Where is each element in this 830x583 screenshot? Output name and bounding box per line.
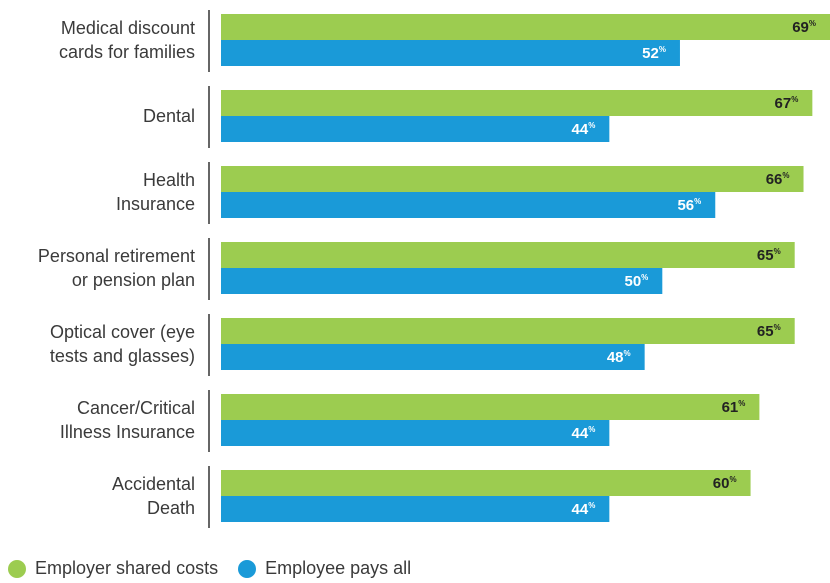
category-label: Personal retirement <box>38 246 195 266</box>
data-label-unit: % <box>774 247 781 256</box>
data-label-unit: % <box>588 425 595 434</box>
legend-item-employer: Employer shared costs <box>8 558 218 579</box>
category-label: Insurance <box>116 194 195 214</box>
category-label: Health <box>143 170 195 190</box>
category-label: Illness Insurance <box>60 422 195 442</box>
category-label: Optical cover (eye <box>50 322 195 342</box>
data-label-unit: % <box>588 121 595 130</box>
bar-employee <box>221 192 716 218</box>
bar-employee <box>221 40 680 66</box>
bar-employee <box>221 420 610 446</box>
data-label-unit: % <box>791 95 798 104</box>
category-label: Dental <box>143 106 195 126</box>
bar-employee <box>221 116 610 142</box>
bar-employee <box>221 344 645 370</box>
data-label-unit: % <box>624 349 631 358</box>
bar-employer <box>221 166 804 192</box>
bar-employer <box>221 394 760 420</box>
category-label: Accidental <box>112 474 195 494</box>
legend-label-employer: Employer shared costs <box>35 558 219 578</box>
category-label: Medical discount <box>61 18 195 38</box>
legend-swatch-employee <box>238 559 257 578</box>
legend-swatch-employer <box>8 559 26 578</box>
data-label-unit: % <box>588 501 595 510</box>
data-label-unit: % <box>659 45 666 54</box>
bar-employer <box>221 90 813 116</box>
category-label: Cancer/Critical <box>77 398 195 418</box>
category-label: cards for families <box>59 42 195 62</box>
data-label-unit: % <box>738 399 745 408</box>
data-label-unit: % <box>782 171 789 180</box>
bar-employer <box>221 470 751 496</box>
legend-label-employee: Employee pays all <box>265 558 412 578</box>
category-label: or pension plan <box>72 270 195 290</box>
legend: Employer shared costs Employee pays all <box>8 558 421 579</box>
data-label-unit: % <box>729 475 736 484</box>
category-label: Death <box>147 498 195 518</box>
data-label-unit: % <box>774 323 781 332</box>
data-label-unit: % <box>809 19 816 28</box>
bar-employer <box>221 242 795 268</box>
category-label: tests and glasses) <box>50 346 195 366</box>
bar-employee <box>221 496 610 522</box>
legend-item-employee: Employee pays all <box>238 558 411 579</box>
bar-employer <box>221 318 795 344</box>
bar-employee <box>221 268 663 294</box>
data-label-unit: % <box>694 197 701 206</box>
data-label-unit: % <box>641 273 648 282</box>
bar-employer <box>221 14 830 40</box>
